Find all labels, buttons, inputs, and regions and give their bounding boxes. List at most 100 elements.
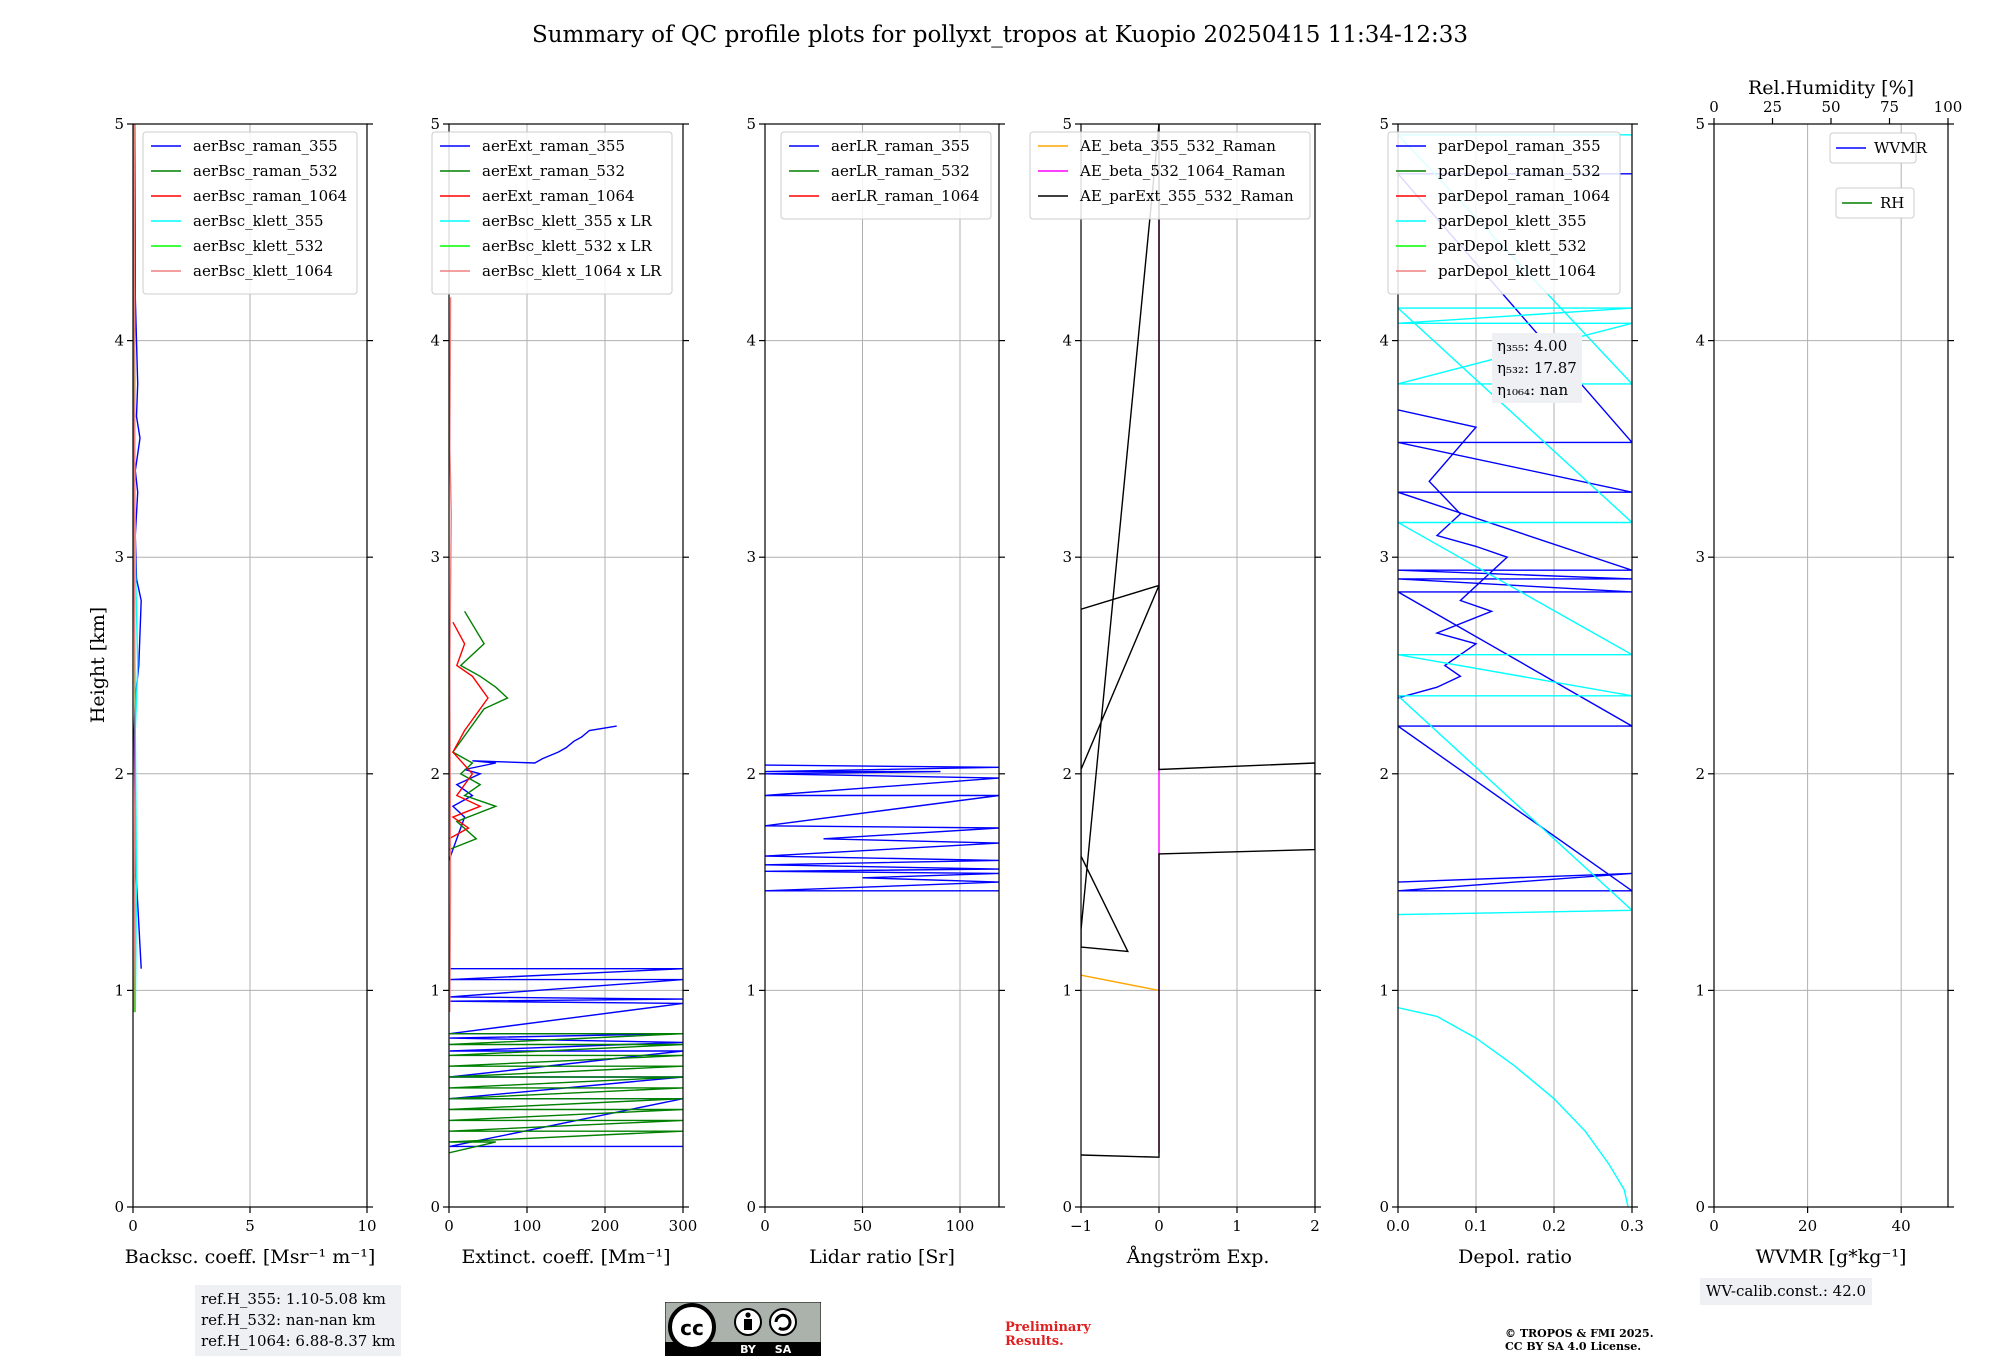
top-x-tick-label: 75 [1880,98,1899,116]
y-tick-label: 2 [1695,765,1705,783]
eta-1064: η₁₀₆₄: nan [1497,381,1569,399]
y-tick-label: 0 [746,1198,756,1216]
ref-height-532: ref.H_532: nan-nan km [201,1311,376,1329]
axes-frame [1713,123,1949,1208]
y-tick-label: 3 [1379,548,1389,566]
series-aerExt_raman_532 [449,1032,683,1154]
y-tick-label: 1 [114,981,124,999]
ref-height-355: ref.H_355: 1.10-5.08 km [201,1290,386,1308]
legend-label: aerBsc_klett_532 x LR [482,237,653,255]
y-tick-label: 1 [1695,981,1705,999]
legend-label: aerBsc_raman_1064 [193,187,347,205]
x-tick-label: 40 [1892,1217,1911,1235]
x-tick-label: 0.3 [1620,1217,1644,1235]
axes-frame [448,123,684,1208]
legend-label: parDepol_klett_355 [1438,212,1587,230]
legend-box [1029,131,1311,220]
panel-6: 0 20 40 0 1 2 3 4 5 WVMR [g*kg⁻¹] WVMR RH 0 25 50 75 100… [1695,77,1962,1268]
series-aerLR_raman_355 [765,764,999,892]
x-axis-label: Lidar ratio [Sr] [809,1246,955,1268]
eta-532: η₅₃₂: 17.87 [1497,359,1577,377]
legend-box [142,131,358,295]
preliminary-line-1: Preliminary [1005,1320,1091,1335]
legend-label: parDepol_raman_532 [1438,162,1601,180]
y-tick-label: 1 [1062,981,1072,999]
top-x-tick-label: 0 [1709,98,1719,116]
x-axis-label: WVMR [g*kg⁻¹] [1756,1246,1907,1268]
copyright-note: © TROPOS & FMI 2025. CC BY SA 4.0 Licens… [1505,1327,1654,1353]
legend-label: aerBsc_klett_532 [193,237,324,255]
y-tick-label: 2 [746,765,756,783]
x-tick-label: 100 [513,1217,542,1235]
series-AE_parExt_355_532_Raman [1081,124,1315,1158]
x-axis-label: Ångström Exp. [1126,1246,1270,1268]
legend-label: aerBsc_klett_1064 x LR [482,262,662,280]
legend-box [780,131,992,220]
y-tick-label: 3 [746,548,756,566]
x-tick-label: 0 [1709,1217,1719,1235]
x-tick-label: 0.0 [1386,1217,1410,1235]
x-tick-label: 1 [1232,1217,1242,1235]
y-tick-label: 1 [430,981,440,999]
series-aerExt_raman_355 [449,968,683,1148]
x-tick-label: 100 [946,1217,975,1235]
copyright-line-1: © TROPOS & FMI 2025. [1505,1327,1654,1340]
x-tick-label: 0 [128,1217,138,1235]
x-tick-label: 5 [245,1217,255,1235]
series-aerBsc_klett_1064 x LR [449,297,453,1013]
legend-box [1829,132,1917,164]
legend-label: parDepol_klett_1064 [1438,262,1596,280]
legend-label: parDepol_raman_355 [1438,137,1601,155]
y-tick-label: 3 [114,548,124,566]
series-aerBsc_klett_1064 [133,124,137,1013]
legend-label: parDepol_klett_532 [1438,237,1587,255]
legend-box [1387,131,1621,295]
y-tick-label: 1 [1379,981,1389,999]
x-axis-label: Depol. ratio [1458,1246,1572,1268]
legend-label: WVMR [1874,139,1928,157]
wv-calib-box: WV-calib.const.: 42.0 [1700,1278,1873,1305]
x-tick-label: 50 [853,1217,872,1235]
top-x-tick-label: 50 [1821,98,1840,116]
y-tick-label: 4 [430,332,440,350]
y-tick-label: 4 [1695,332,1705,350]
legend-label: aerBsc_klett_355 [193,212,324,230]
y-tick-label: 3 [1695,548,1705,566]
x-tick-label: 0.2 [1542,1217,1566,1235]
legend-label: parDepol_raman_1064 [1438,187,1610,205]
y-tick-label: 5 [114,115,124,133]
cc-sa-label: SA [775,1343,792,1356]
x-tick-label: 20 [1798,1217,1817,1235]
y-tick-label: 0 [114,1198,124,1216]
panel-5: 0.0 0.1 0.2 0.3 0 1 2 3 4 5 Depol. ratio parDepol_r… [1379,115,1643,1268]
y-tick-label: 5 [1695,115,1705,133]
y-tick-label: 5 [1379,115,1389,133]
series-parDepol_raman_355 [1398,173,1632,892]
top-x-axis-label: Rel.Humidity [%] [1748,77,1914,99]
legend-label: aerBsc_raman_532 [193,162,338,180]
y-tick-label: 4 [1062,332,1072,350]
cc-by-sa-logo: cc BY SA [665,1302,821,1356]
axes-frame [1080,123,1316,1208]
x-tick-label: 200 [591,1217,620,1235]
ref-height-1064: ref.H_1064: 6.88-8.37 km [201,1332,396,1350]
y-tick-label: 5 [1062,115,1072,133]
y-tick-label: 5 [430,115,440,133]
panel-3: 0 50 100 0 1 2 3 4 5 Lidar ratio [Sr] aerLR_raman_… [746,115,1005,1268]
y-tick-label: 2 [430,765,440,783]
y-tick-label: 5 [746,115,756,133]
legend-label: RH [1880,194,1904,212]
series-aerExt_raman_532_upper [449,610,509,851]
x-tick-label: −1 [1070,1217,1092,1235]
legend-label: AE_parExt_355_532_Raman [1079,187,1294,205]
y-tick-label: 4 [1379,332,1389,350]
preliminary-note: Preliminary Results. [1005,1321,1091,1349]
ref-height-box: ref.H_355: 1.10-5.08 km ref.H_532: nan-n… [195,1285,402,1356]
panel-2: 0 100 200 300 0 1 2 3 4 5 Extinct. coeff. [Mm⁻¹] ae… [430,115,697,1268]
legend-label: AE_beta_355_532_Raman [1079,137,1276,155]
y-tick-label: 0 [430,1198,440,1216]
svg-text:cc: cc [680,1316,704,1340]
legend-label: AE_beta_532_1064_Raman [1079,162,1286,180]
y-tick-label: 0 [1062,1198,1072,1216]
